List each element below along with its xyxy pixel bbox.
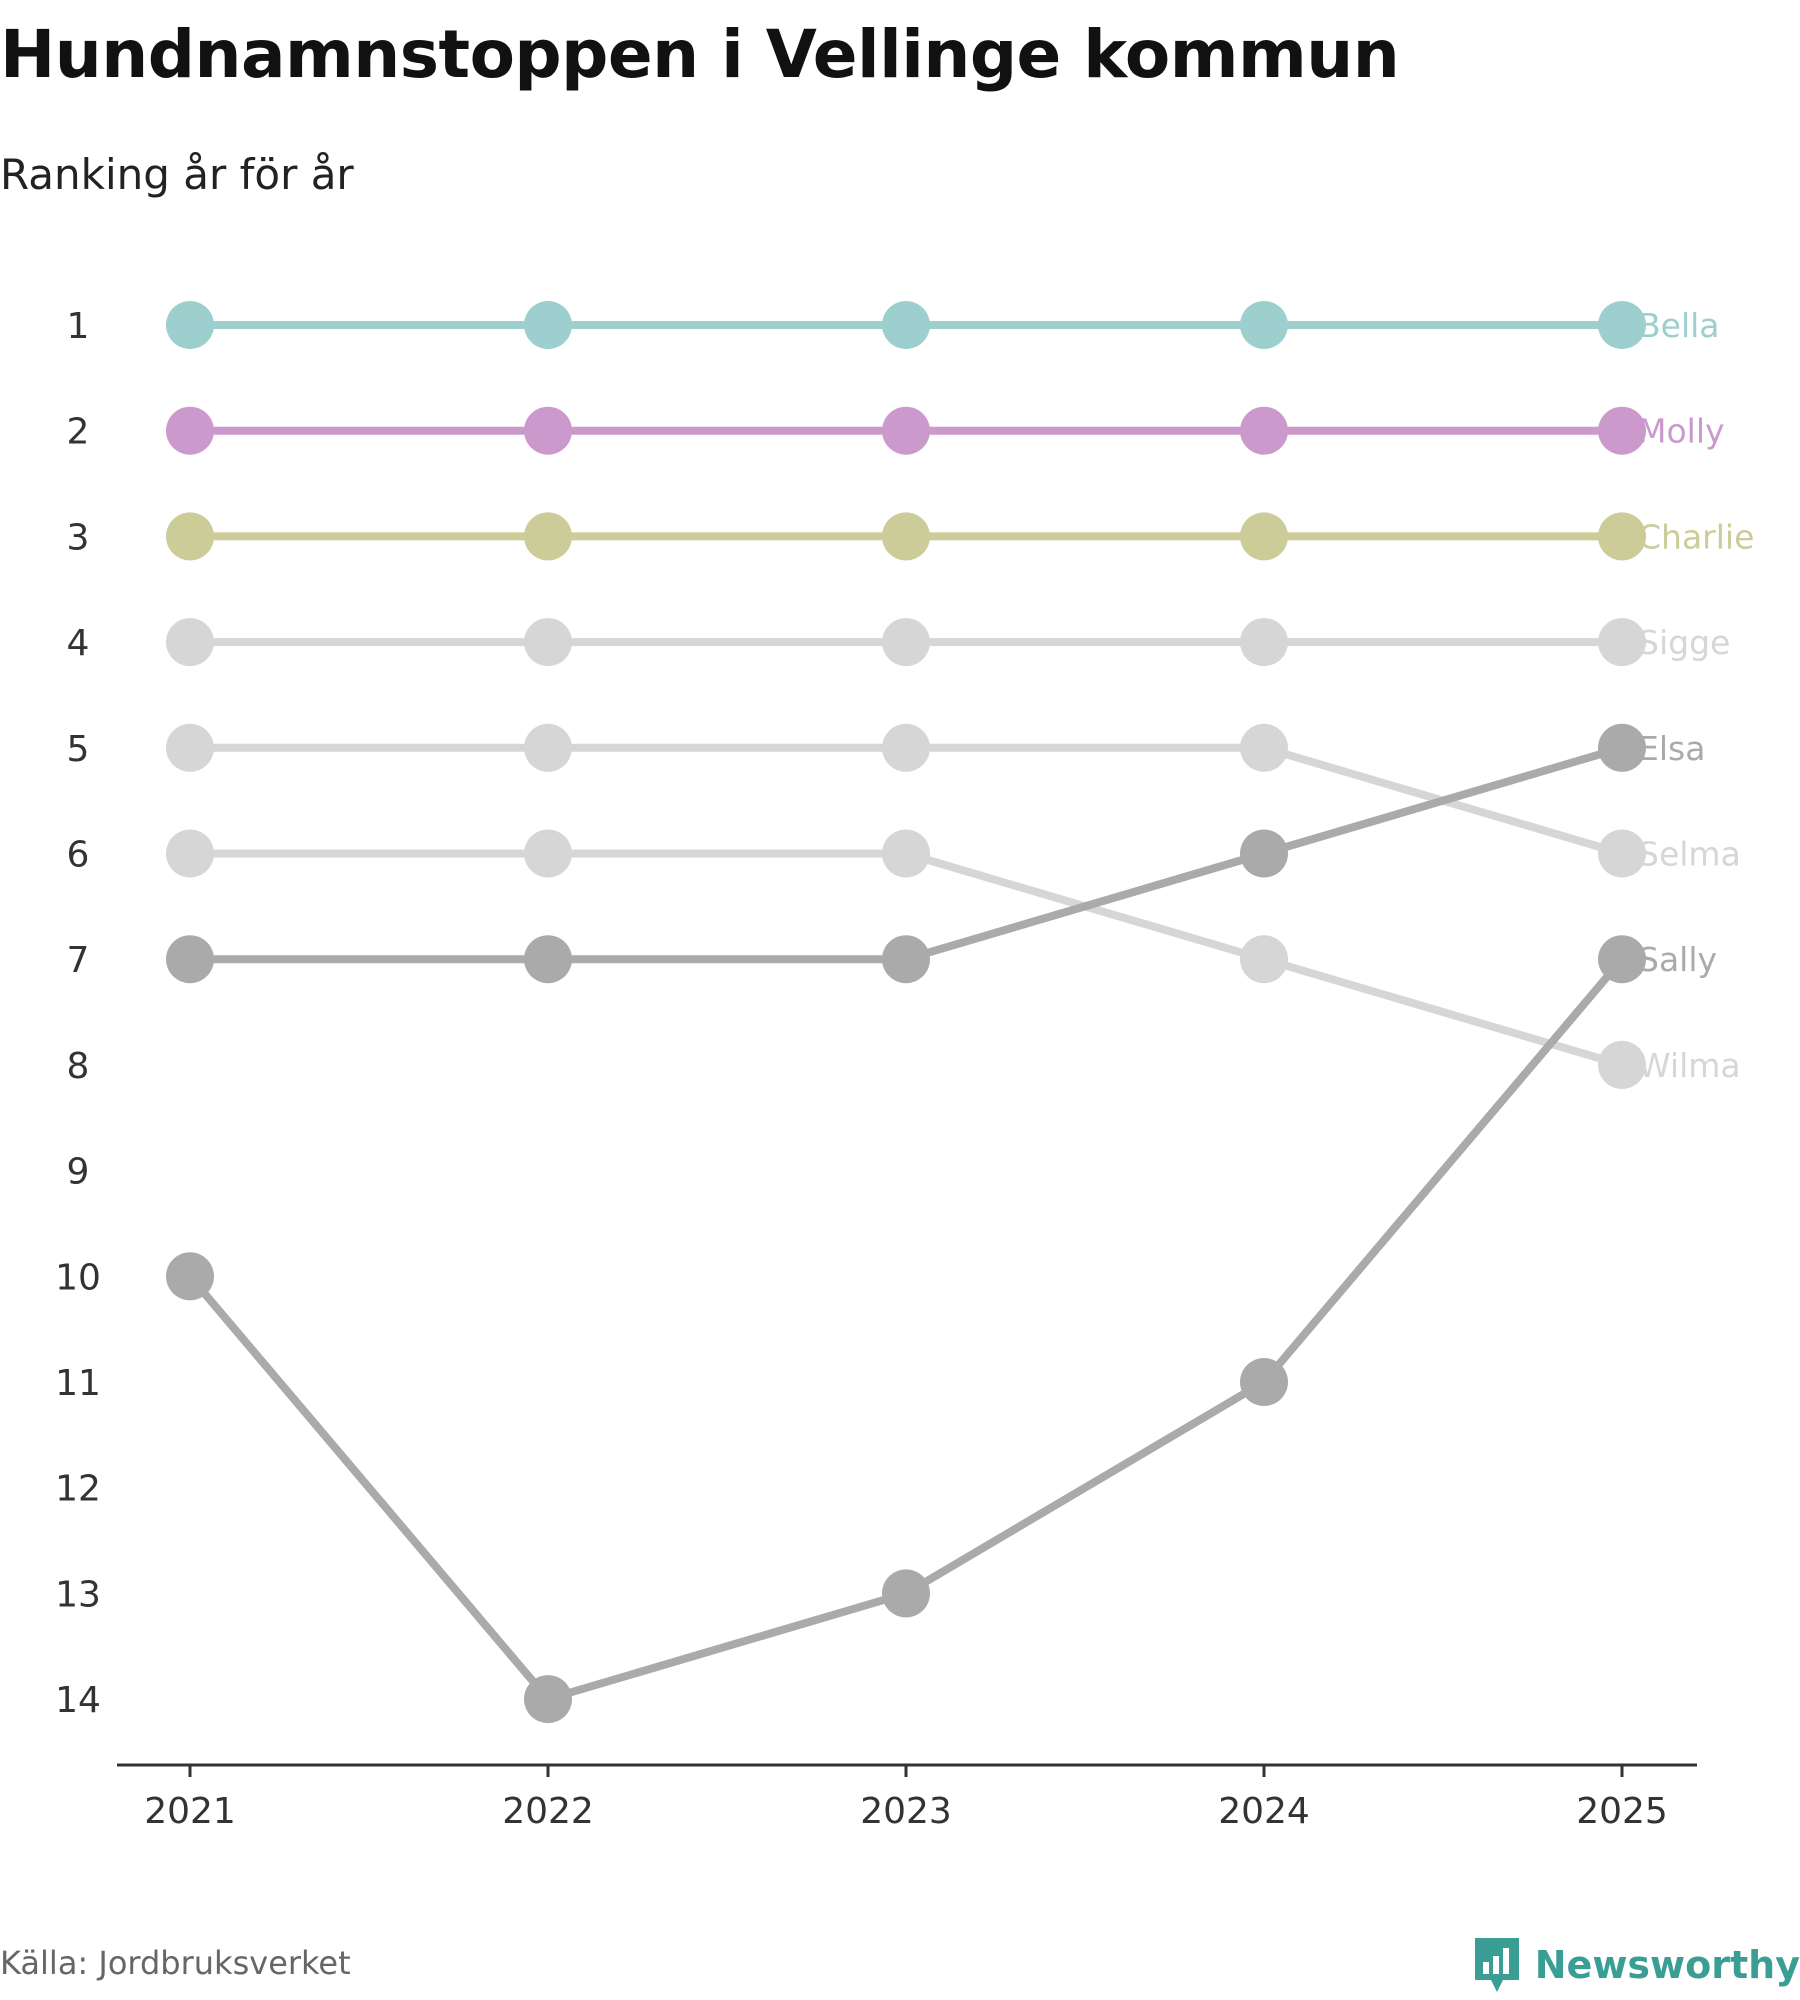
data-point-selma xyxy=(1240,723,1288,772)
chart-title: Hundnamnstoppen i Vellinge kommun xyxy=(0,16,1400,93)
data-point-bella xyxy=(882,301,930,349)
data-point-sally xyxy=(1240,1358,1288,1406)
series-molly: Molly xyxy=(166,406,1725,455)
y-tick-label: 7 xyxy=(67,940,90,981)
data-point-bella xyxy=(524,301,572,349)
series-label-molly: Molly xyxy=(1638,412,1725,451)
data-point-bella xyxy=(1240,301,1288,349)
y-tick-label: 8 xyxy=(67,1046,90,1087)
data-point-elsa xyxy=(524,935,572,984)
data-point-molly xyxy=(882,406,930,455)
data-point-wilma xyxy=(1598,1040,1646,1089)
data-point-sigge xyxy=(524,618,572,667)
y-tick-label: 6 xyxy=(67,835,90,876)
x-tick-label: 2022 xyxy=(502,1791,594,1832)
data-point-elsa xyxy=(1598,723,1646,772)
y-tick-label: 3 xyxy=(67,517,90,558)
data-point-molly xyxy=(166,406,214,455)
data-point-sally xyxy=(1598,935,1646,984)
x-axis: 2021 2022 2023 2024 2025 xyxy=(117,1763,1697,1832)
y-tick-label: 11 xyxy=(55,1363,101,1404)
series-label-selma: Selma xyxy=(1638,835,1741,874)
data-point-charlie xyxy=(1240,512,1288,561)
data-point-charlie xyxy=(1598,512,1646,561)
y-tick-label: 2 xyxy=(67,412,90,453)
series-label-sally: Sally xyxy=(1638,940,1717,979)
y-tick-label: 5 xyxy=(67,729,90,770)
source-note: Källa: Jordbruksverket xyxy=(0,1944,351,1982)
chart-subtitle: Ranking år för år xyxy=(0,150,354,199)
series-label-sigge: Sigge xyxy=(1638,623,1730,662)
data-point-sigge xyxy=(1598,618,1646,667)
data-point-wilma xyxy=(1240,935,1288,984)
data-point-selma xyxy=(882,723,930,772)
data-point-wilma xyxy=(882,829,930,878)
y-tick-label: 1 xyxy=(67,306,90,347)
series-sigge: Sigge xyxy=(166,618,1730,667)
data-point-wilma xyxy=(524,829,572,878)
data-point-molly xyxy=(524,406,572,455)
brand-name: Newsworthy xyxy=(1534,1943,1800,1987)
newsworthy-chart-bubble-icon xyxy=(1474,1938,1519,1992)
series-label-wilma: Wilma xyxy=(1638,1046,1741,1085)
series-label-elsa: Elsa xyxy=(1638,729,1705,768)
series-bella: Bella xyxy=(166,301,1720,349)
y-tick-label: 9 xyxy=(67,1152,90,1193)
series-selma: Selma xyxy=(166,723,1741,878)
data-point-sigge xyxy=(1240,618,1288,667)
x-tick-label: 2025 xyxy=(1576,1791,1668,1832)
series-label-charlie: Charlie xyxy=(1638,517,1754,556)
data-point-sally xyxy=(882,1569,930,1618)
series-elsa: Elsa xyxy=(166,723,1705,984)
x-tick-label: 2023 xyxy=(860,1791,952,1832)
y-tick-label: 10 xyxy=(55,1257,101,1298)
data-point-elsa xyxy=(1240,829,1288,878)
y-tick-label: 14 xyxy=(55,1680,101,1721)
series-sally: Sally xyxy=(166,935,1717,1724)
data-point-selma xyxy=(166,723,214,772)
y-tick-label: 13 xyxy=(55,1574,101,1615)
data-point-charlie xyxy=(524,512,572,561)
data-point-sally xyxy=(524,1675,572,1724)
data-point-charlie xyxy=(882,512,930,561)
data-point-sigge xyxy=(882,618,930,667)
data-point-molly xyxy=(1598,406,1646,455)
data-point-sigge xyxy=(166,618,214,667)
series-charlie: Charlie xyxy=(166,512,1754,561)
brand-logo[interactable]: Newsworthy xyxy=(1473,1936,1800,1994)
x-tick-label: 2024 xyxy=(1218,1791,1310,1832)
data-point-selma xyxy=(524,723,572,772)
data-point-molly xyxy=(1240,406,1288,455)
series-wilma: Wilma xyxy=(166,829,1741,1089)
data-point-bella xyxy=(1598,301,1646,349)
y-tick-label: 4 xyxy=(67,623,90,664)
series-label-bella: Bella xyxy=(1638,306,1720,345)
data-point-charlie xyxy=(166,512,214,561)
data-point-selma xyxy=(1598,829,1646,878)
data-point-bella xyxy=(166,301,214,349)
data-point-sally xyxy=(166,1252,214,1301)
data-point-elsa xyxy=(166,935,214,984)
data-point-wilma xyxy=(166,829,214,878)
data-point-elsa xyxy=(882,935,930,984)
y-tick-label: 12 xyxy=(55,1469,101,1510)
x-tick-label: 2021 xyxy=(144,1791,236,1832)
